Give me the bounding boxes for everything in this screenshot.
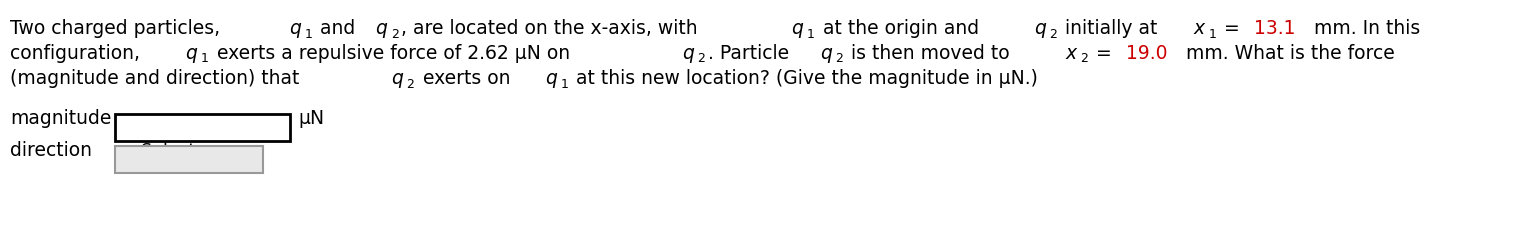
Text: =: = [1218,19,1247,38]
Text: is then moved to: is then moved to [845,44,1017,63]
Text: q: q [289,19,301,38]
Text: configuration,: configuration, [11,44,145,63]
Text: magnitude: magnitude [11,109,112,128]
Text: q: q [791,19,803,38]
Text: 2: 2 [1080,52,1088,65]
Text: 2: 2 [697,52,706,65]
Text: 1: 1 [201,52,209,65]
Bar [115,114,289,141]
Text: q: q [545,69,558,88]
Text: at the origin and: at the origin and [817,19,985,38]
Text: x: x [1065,44,1077,63]
Text: , are located on the x-axis, with: , are located on the x-axis, with [401,19,703,38]
Text: q: q [376,19,388,38]
Text: 2: 2 [835,52,844,65]
Text: mm. In this: mm. In this [1307,19,1420,38]
Text: 19.0: 19.0 [1126,44,1168,63]
Text: q: q [682,44,694,63]
Text: exerts a repulsive force of 2.62 μN on: exerts a repulsive force of 2.62 μN on [211,44,576,63]
Text: (magnitude and direction) that: (magnitude and direction) that [11,69,306,88]
Text: . Particle: . Particle [708,44,795,63]
Text: ---Select---: ---Select--- [123,142,214,160]
Text: 2: 2 [391,28,398,41]
Text: mm. What is the force: mm. What is the force [1180,44,1394,63]
Text: 13.1: 13.1 [1254,19,1295,38]
Text: q: q [820,44,832,63]
Text: 2: 2 [1048,28,1057,41]
Text: initially at: initially at [1059,19,1164,38]
Text: and: and [314,19,362,38]
Text: x: x [1194,19,1204,38]
Text: q: q [391,69,403,88]
Text: q: q [1033,19,1045,38]
Text: direction: direction [11,141,92,160]
Text: ▼: ▼ [248,144,261,159]
Text: Two charged particles,: Two charged particles, [11,19,226,38]
Text: 1: 1 [561,78,568,91]
Text: q: q [185,44,197,63]
Text: exerts on: exerts on [417,69,517,88]
Text: 2: 2 [406,78,414,91]
Text: at this new location? (Give the magnitude in μN.): at this new location? (Give the magnitud… [571,69,1038,88]
Text: 1: 1 [1209,28,1217,41]
Text: 1: 1 [806,28,815,41]
Bar [115,146,264,173]
Text: =: = [1091,44,1118,63]
Text: μN: μN [298,109,324,128]
Text: 1: 1 [305,28,312,41]
